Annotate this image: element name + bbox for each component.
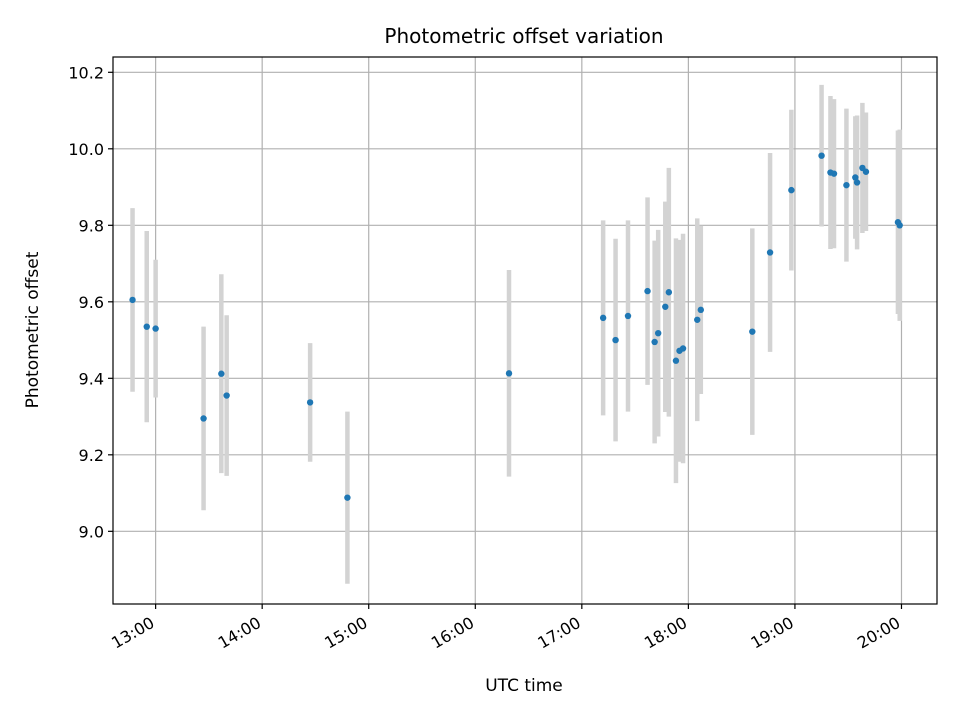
grid xyxy=(113,57,937,604)
data-point xyxy=(651,338,658,346)
x-axis-label: UTC time xyxy=(485,676,563,696)
y-tick-label: 10.0 xyxy=(68,140,104,159)
data-point xyxy=(697,306,705,314)
y-tick-label: 10.2 xyxy=(68,63,104,82)
x-tick-label: 17:00 xyxy=(534,613,583,653)
y-tick-label: 9.8 xyxy=(79,216,104,235)
data-point xyxy=(152,325,159,332)
data-point xyxy=(143,323,150,330)
x-tick-label: 20:00 xyxy=(854,613,903,653)
data-point xyxy=(624,312,632,320)
data-point xyxy=(344,494,351,501)
data-point xyxy=(818,152,825,159)
data-point xyxy=(766,249,774,256)
x-axis-ticks: 13:00 14:00 15:00 16:00 17:00 18:00 19:00 20:00 xyxy=(108,604,903,653)
data-point xyxy=(218,370,225,377)
y-tick-label: 9.4 xyxy=(79,369,104,388)
x-tick-label: 19:00 xyxy=(747,613,796,653)
data-point xyxy=(679,345,687,352)
x-tick-label: 15:00 xyxy=(321,613,370,653)
x-tick-label: 14:00 xyxy=(215,613,264,653)
data-point xyxy=(852,174,859,181)
data-point xyxy=(223,392,230,399)
data-point xyxy=(644,287,651,295)
data-point xyxy=(662,303,669,310)
y-tick-label: 9.2 xyxy=(79,446,104,465)
y-axis-label: Photometric offset xyxy=(23,251,43,408)
x-tick-label: 13:00 xyxy=(108,613,157,653)
data-point xyxy=(306,399,314,406)
x-tick-label: 16:00 xyxy=(428,613,477,653)
data-point xyxy=(672,357,680,364)
data-point xyxy=(853,179,861,186)
data-point xyxy=(505,370,513,377)
data-points xyxy=(129,152,903,501)
data-point xyxy=(830,170,838,177)
data-point xyxy=(665,289,673,296)
x-tick-label: 18:00 xyxy=(641,613,690,653)
data-point xyxy=(749,328,756,335)
data-point xyxy=(843,181,850,189)
y-tick-label: 9.0 xyxy=(79,522,104,541)
data-point xyxy=(788,186,795,194)
data-point xyxy=(896,222,903,229)
data-point xyxy=(612,336,619,344)
data-point xyxy=(694,316,701,323)
error-bars xyxy=(130,84,902,584)
data-point xyxy=(862,168,870,175)
data-point xyxy=(599,314,607,322)
chart-title: Photometric offset variation xyxy=(384,24,663,48)
plot-frame xyxy=(112,56,938,605)
data-point xyxy=(200,415,207,422)
data-point xyxy=(654,329,662,337)
y-axis-ticks: 9.0 9.2 9.4 9.6 9.8 10.0 10.2 xyxy=(68,63,113,541)
y-tick-label: 9.6 xyxy=(79,293,104,312)
data-point xyxy=(129,296,136,304)
